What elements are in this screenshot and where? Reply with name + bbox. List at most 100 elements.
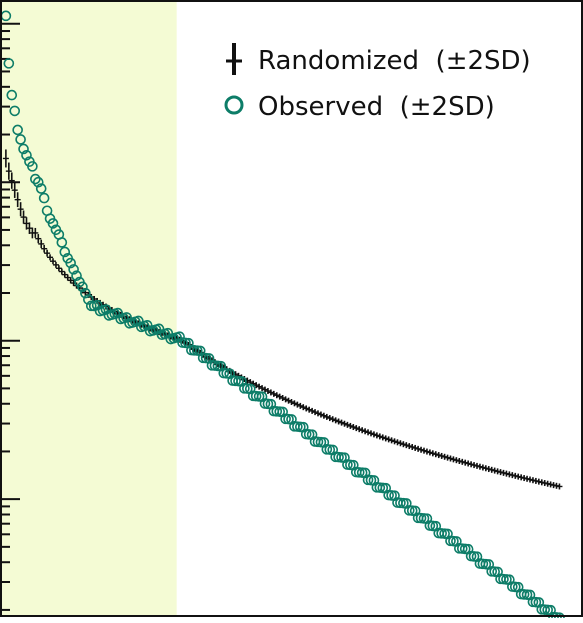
observed-point xyxy=(524,589,536,601)
randomized-point xyxy=(309,407,316,414)
randomized-point xyxy=(426,449,433,456)
randomized-point xyxy=(55,265,62,272)
randomized-point xyxy=(341,420,348,427)
observed-point xyxy=(545,604,556,616)
observed-point xyxy=(389,490,400,501)
randomized-point xyxy=(303,405,310,412)
randomized-point xyxy=(306,406,313,413)
randomized-point xyxy=(288,399,295,406)
observed-point xyxy=(15,134,26,145)
randomized-point xyxy=(491,467,498,474)
observed-point xyxy=(83,294,94,305)
randomized-point xyxy=(438,452,445,459)
legend-marker-randomized xyxy=(226,43,242,75)
randomized-point xyxy=(382,435,389,442)
randomized-point xyxy=(285,397,292,404)
randomized-point xyxy=(529,477,536,484)
observed-point xyxy=(339,452,350,463)
randomized-point xyxy=(20,210,27,224)
observed-point xyxy=(462,543,474,555)
randomized-point xyxy=(453,457,460,464)
randomized-point xyxy=(432,451,439,458)
randomized-point xyxy=(482,465,489,472)
observed-point xyxy=(318,437,330,448)
observed-point xyxy=(68,264,79,275)
y-axis-ticks xyxy=(1,22,20,611)
observed-point xyxy=(38,192,50,204)
observed-point xyxy=(297,421,309,433)
randomized-point xyxy=(397,440,404,447)
randomized-point xyxy=(512,472,519,479)
randomized-point xyxy=(61,271,68,278)
randomized-point xyxy=(8,172,15,189)
observed-point xyxy=(359,467,371,479)
randomized-point xyxy=(474,462,480,469)
randomized-point xyxy=(2,149,9,168)
randomized-point xyxy=(315,410,321,417)
observed-point xyxy=(6,89,18,101)
randomized-point xyxy=(273,392,280,399)
randomized-point xyxy=(320,412,327,419)
randomized-point xyxy=(17,202,24,217)
randomized-point xyxy=(353,425,360,432)
randomized-point xyxy=(415,445,422,452)
observed-point xyxy=(430,520,442,532)
randomized-point xyxy=(518,474,525,481)
randomized-point xyxy=(300,404,307,411)
randomized-point xyxy=(418,446,425,453)
observed-point xyxy=(492,566,503,578)
randomized-point xyxy=(471,462,478,469)
randomized-point xyxy=(468,461,475,468)
randomized-point xyxy=(515,473,522,480)
observed-point xyxy=(224,368,235,379)
randomized-point xyxy=(47,254,54,261)
randomized-point xyxy=(394,439,401,446)
randomized-point xyxy=(52,261,59,268)
observed-point xyxy=(215,360,227,372)
randomized-point xyxy=(323,413,330,420)
observed-point xyxy=(409,505,421,517)
randomized-point xyxy=(400,441,407,448)
randomized-point xyxy=(388,437,395,444)
randomized-point xyxy=(359,427,366,434)
observed-point xyxy=(18,143,29,155)
observed-point xyxy=(256,391,268,402)
observed-point xyxy=(380,482,392,494)
randomized-point xyxy=(462,459,469,466)
observed-point xyxy=(244,383,256,395)
randomized-point xyxy=(35,234,42,244)
randomized-point xyxy=(409,444,416,451)
randomized-point xyxy=(368,430,374,437)
randomized-point xyxy=(406,443,413,450)
observed-point xyxy=(183,337,194,349)
observed-point xyxy=(512,581,524,593)
observed-point xyxy=(3,58,15,69)
randomized-point xyxy=(365,429,372,436)
randomized-point xyxy=(332,417,339,424)
randomized-point xyxy=(373,432,380,439)
randomized-point xyxy=(435,452,442,459)
randomized-point xyxy=(524,475,531,482)
observed-point xyxy=(504,574,515,585)
randomized-point xyxy=(294,401,301,408)
observed-point xyxy=(277,406,288,418)
observed-point xyxy=(12,124,23,136)
randomized-point xyxy=(335,418,342,425)
observed-point xyxy=(21,149,32,161)
randomized-point xyxy=(503,470,510,477)
randomized-point xyxy=(44,249,51,257)
observed-point xyxy=(348,459,359,471)
randomized-point xyxy=(356,426,363,433)
randomized-point xyxy=(459,458,466,465)
randomized-point xyxy=(26,222,33,234)
observed-point xyxy=(306,429,318,440)
observed-point xyxy=(65,257,76,269)
randomized-point xyxy=(282,396,289,403)
randomized-point xyxy=(441,453,448,460)
randomized-point xyxy=(403,442,410,449)
observed-point xyxy=(71,270,82,282)
randomized-point xyxy=(447,455,454,462)
randomized-point xyxy=(11,182,18,198)
randomized-point xyxy=(50,258,56,265)
